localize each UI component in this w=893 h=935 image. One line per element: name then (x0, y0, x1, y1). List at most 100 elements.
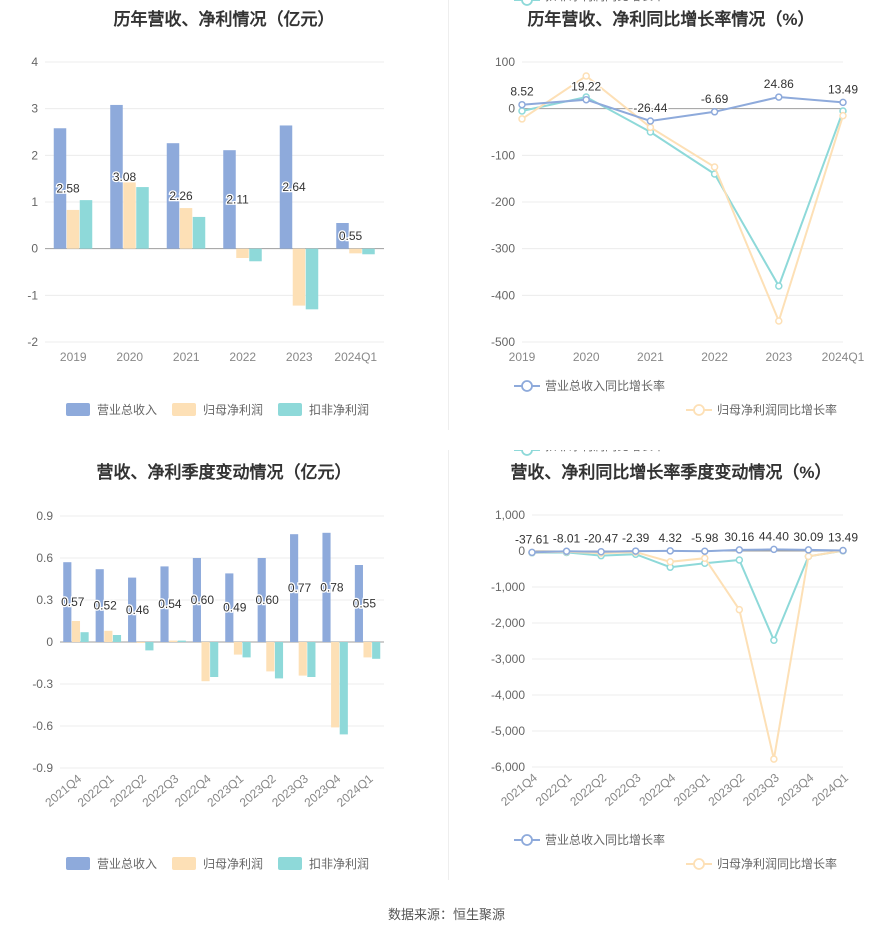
x-tick-label: 2022Q1 (533, 770, 575, 808)
data-point (775, 282, 783, 290)
bar-归母净利润 (331, 642, 340, 728)
bar-扣非净利润 (339, 642, 348, 735)
y-tick-label: 0 (518, 544, 525, 558)
x-tick-label: 2023 (286, 350, 313, 364)
data-label: 0.49 (223, 601, 247, 615)
bar-扣非净利润 (274, 642, 284, 679)
data-point (839, 546, 847, 555)
bar-归母净利润 (123, 182, 136, 249)
data-point (666, 558, 674, 566)
legend-label: 扣非净利润同比增长率 (545, 450, 665, 453)
data-label: -8.01 (553, 531, 581, 545)
bar-归母净利润 (201, 642, 210, 682)
series-line-营业总收入同比增长率 (521, 96, 844, 123)
data-label: 0.55 (339, 229, 363, 243)
chart-quarterly-amount: 0.90.60.30-0.3-0.6-0.92021Q42022Q12022Q2… (32, 509, 384, 871)
bar-营业总收入 (128, 577, 137, 642)
legend-swatch-marker (521, 0, 533, 6)
data-point (735, 556, 744, 564)
data-point (804, 552, 813, 561)
y-tick-label: -400 (491, 288, 515, 302)
data-point (518, 107, 526, 115)
data-label: 2.58 (56, 181, 80, 195)
legend-label: 营业总收入 (97, 403, 157, 417)
y-tick-label: -5,000 (491, 724, 525, 738)
bar-营业总收入 (279, 125, 293, 249)
x-tick-label: 2022Q4 (636, 770, 678, 808)
bar-营业总收入 (257, 558, 266, 642)
bar-归母净利润 (298, 642, 307, 676)
data-point (710, 108, 719, 116)
bar-归母净利润 (236, 248, 249, 258)
data-label: -5.98 (691, 531, 719, 545)
chart-panel-quarterly-amount: 营收、净利季度变动情况（亿元） 0.9 0.6 0.3 0 -0.3 -0.6 -0.9 20… (0, 450, 448, 890)
y-tick-label: -200 (491, 195, 515, 209)
bar-营业总收入 (160, 566, 169, 642)
bar-扣非净利润 (249, 248, 262, 262)
data-label: 2.64 (282, 180, 306, 194)
data-point (597, 547, 605, 556)
bar-营业总收入 (354, 565, 363, 642)
legend-swatch-marker (693, 404, 705, 416)
data-point (839, 98, 847, 107)
series-line-归母净利润同比增长率 (531, 549, 844, 760)
bar-归母净利润 (349, 248, 362, 254)
data-point (770, 636, 778, 645)
y-tick-label: -2,000 (491, 616, 525, 630)
bar-归母净利润 (266, 642, 275, 672)
y-tick-label: 2 (31, 148, 38, 162)
data-label: 0.46 (126, 603, 150, 617)
bar-营业总收入 (290, 534, 299, 642)
bar-营业总收入 (336, 223, 349, 249)
data-label: -6.69 (701, 92, 729, 106)
data-label: 13.49 (828, 531, 858, 545)
data-point (770, 755, 778, 763)
data-label: 0.77 (288, 581, 312, 595)
bar-营业总收入 (95, 569, 104, 642)
data-point (710, 163, 719, 171)
legend-label: 营业总收入同比增长率 (545, 378, 665, 393)
data-label: 4.32 (659, 531, 683, 545)
x-tick-label: 2022Q2 (567, 770, 609, 808)
y-tick-label: -0.3 (32, 677, 53, 691)
panel-divider-bottom (448, 450, 449, 880)
data-point (735, 546, 744, 554)
chart-title: 营收、净利同比增长率季度变动情况（%） (510, 463, 832, 482)
data-point (562, 547, 571, 556)
legend-label: 扣非净利润同比增长率 (545, 0, 665, 3)
y-tick-label: 100 (495, 55, 515, 69)
legend-label: 归母净利润 (203, 403, 263, 417)
y-tick-label: -3,000 (491, 652, 525, 666)
bar-扣非净利润 (307, 642, 316, 677)
data-point (518, 100, 526, 109)
bar-扣非净利润 (372, 642, 381, 659)
data-label: 30.16 (724, 530, 754, 544)
data-point (582, 95, 590, 104)
x-tick-label: 2021Q4 (498, 770, 540, 808)
x-tick-label: 2024Q1 (334, 771, 376, 809)
chart-panel-quarterly-growth: 营收、净利同比增长率季度变动情况（%） 1,000 0 -1,000 -2,000 -3… (449, 438, 893, 890)
data-label: 13.49 (828, 82, 858, 96)
y-tick-label: -1 (27, 288, 38, 302)
data-point (804, 546, 813, 554)
bar-扣非净利润 (136, 187, 149, 249)
series-line-归母净利润同比增长率 (521, 74, 844, 324)
x-tick-label: 2023Q1 (671, 770, 713, 808)
series-line-扣非净利润同比增长率 (531, 549, 844, 643)
y-tick-label: -0.6 (32, 719, 53, 733)
data-point (735, 605, 744, 614)
bar-扣非净利润 (79, 200, 93, 249)
data-point (582, 72, 590, 80)
x-tick-label: 2023 (765, 350, 792, 364)
data-label: 8.52 (510, 85, 534, 99)
data-label: 0.55 (353, 597, 377, 611)
legend-swatch-marker (521, 380, 533, 392)
x-tick-label: 2023Q2 (706, 770, 748, 808)
legend-label: 归母净利润同比增长率 (717, 402, 837, 417)
data-point (701, 547, 709, 555)
data-source-note: 数据来源：恒生聚源 (387, 907, 505, 922)
chart-panel-annual-growth: 历年营收、净利同比增长率情况（%） 100 0 -100 -200 -300 -400 -5… (449, 0, 893, 440)
x-tick-label: 2019 (509, 350, 536, 364)
data-label: 24.86 (764, 77, 794, 91)
